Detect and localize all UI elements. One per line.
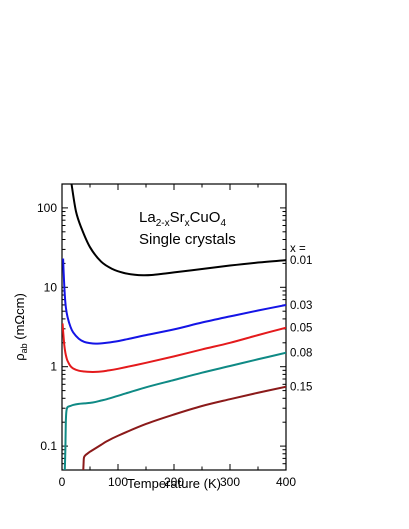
- y-tick-label: 10: [44, 280, 58, 294]
- series-line-x-0.03: [62, 258, 286, 345]
- annotation: La2-xSrxCuO4 Single crystals: [139, 209, 236, 248]
- series-line-x-0.08: [63, 351, 286, 470]
- series-line-x-0.05: [62, 323, 286, 373]
- series-label-0.01: 0.01: [290, 255, 312, 267]
- series-labels: x =0.01 0.03 0.05 0.08 0.15: [290, 243, 312, 394]
- x-tick-label: 400: [276, 475, 296, 489]
- series-label-0.05: 0.05: [290, 323, 312, 335]
- y-tick-label: 1: [50, 360, 57, 374]
- x-tick-label: 300: [220, 475, 240, 489]
- axis-ticks: 0 100 200 300 400 0.1 1 10 100: [37, 183, 296, 489]
- legend-header: x =: [290, 243, 306, 255]
- series-label-0.08: 0.08: [290, 348, 312, 360]
- annotation-single-crystals: Single crystals: [139, 231, 236, 248]
- series-label-0.15: 0.15: [290, 382, 312, 394]
- x-tick-label: 200: [164, 475, 184, 489]
- plot-area: 0 100 200 300 400 0.1 1 10 100: [37, 183, 296, 489]
- series-lines: [62, 184, 286, 470]
- series-label-0.03: 0.03: [290, 300, 312, 312]
- series-line-x-0.01: [70, 184, 286, 277]
- y-tick-label: 0.1: [40, 439, 57, 453]
- axis-labels: Temperature (K) ρab (mΩcm): [12, 293, 221, 491]
- x-tick-label: 100: [108, 475, 128, 489]
- x-axis-title: Temperature (K): [127, 476, 221, 491]
- y-tick-label: 100: [37, 201, 57, 215]
- x-tick-label: 0: [59, 475, 66, 489]
- series-line-x-0.15: [82, 385, 286, 470]
- annotation-formula: La2-xSrxCuO4: [139, 209, 226, 229]
- y-axis-title: ρab (mΩcm): [12, 293, 29, 361]
- plot-frame: [61, 183, 287, 471]
